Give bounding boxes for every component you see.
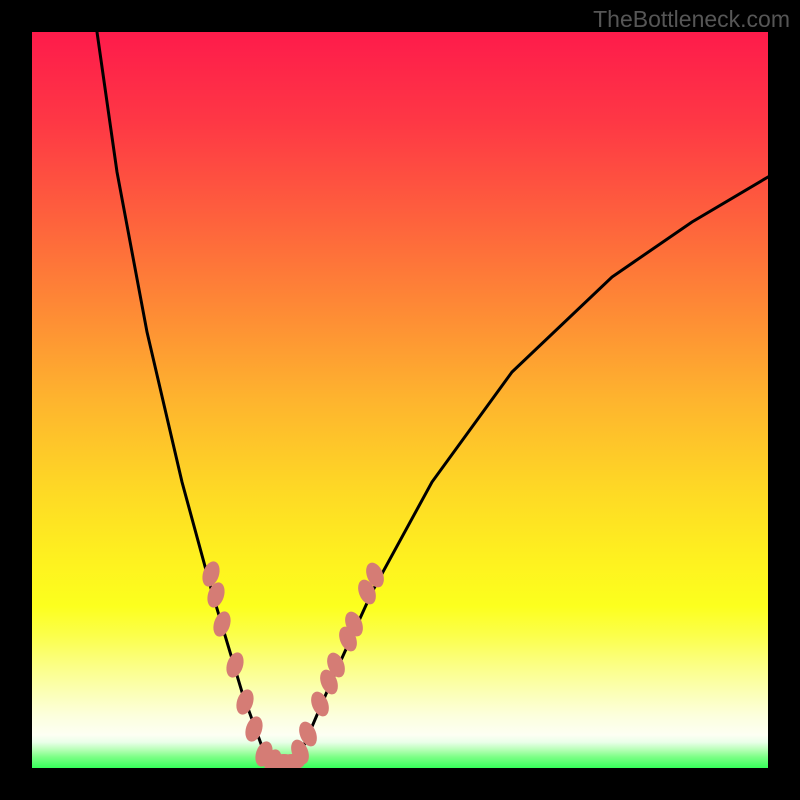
data-marker: [223, 650, 246, 680]
chart-svg: [32, 32, 768, 768]
data-marker: [233, 687, 256, 717]
watermark-text: TheBottleneck.com: [593, 6, 790, 33]
bottleneck-curve: [97, 32, 768, 762]
data-markers: [199, 559, 387, 768]
plot-area: [32, 32, 768, 768]
data-marker: [210, 609, 233, 639]
data-marker: [242, 714, 265, 744]
